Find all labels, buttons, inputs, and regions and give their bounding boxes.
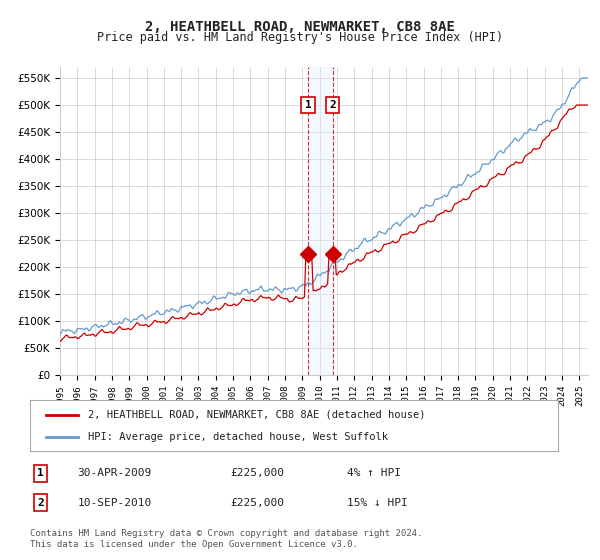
Text: 4% ↑ HPI: 4% ↑ HPI [347,468,401,478]
Bar [308,67,332,375]
Text: 2: 2 [329,100,336,110]
Text: 1: 1 [305,100,311,110]
Text: HPI: Average price, detached house, West Suffolk: HPI: Average price, detached house, West… [88,432,388,442]
Text: 2, HEATHBELL ROAD, NEWMARKET, CB8 8AE: 2, HEATHBELL ROAD, NEWMARKET, CB8 8AE [145,20,455,34]
Text: £225,000: £225,000 [230,498,284,507]
Text: 2, HEATHBELL ROAD, NEWMARKET, CB8 8AE (detached house): 2, HEATHBELL ROAD, NEWMARKET, CB8 8AE (d… [88,409,425,419]
Text: 15% ↓ HPI: 15% ↓ HPI [347,498,407,507]
Text: Price paid vs. HM Land Registry's House Price Index (HPI): Price paid vs. HM Land Registry's House … [97,31,503,44]
Text: 30-APR-2009: 30-APR-2009 [77,468,152,478]
Text: £225,000: £225,000 [230,468,284,478]
Text: Contains HM Land Registry data © Crown copyright and database right 2024.
This d: Contains HM Land Registry data © Crown c… [30,529,422,549]
Text: 10-SEP-2010: 10-SEP-2010 [77,498,152,507]
Text: 2: 2 [37,498,44,507]
Text: 1: 1 [37,468,44,478]
